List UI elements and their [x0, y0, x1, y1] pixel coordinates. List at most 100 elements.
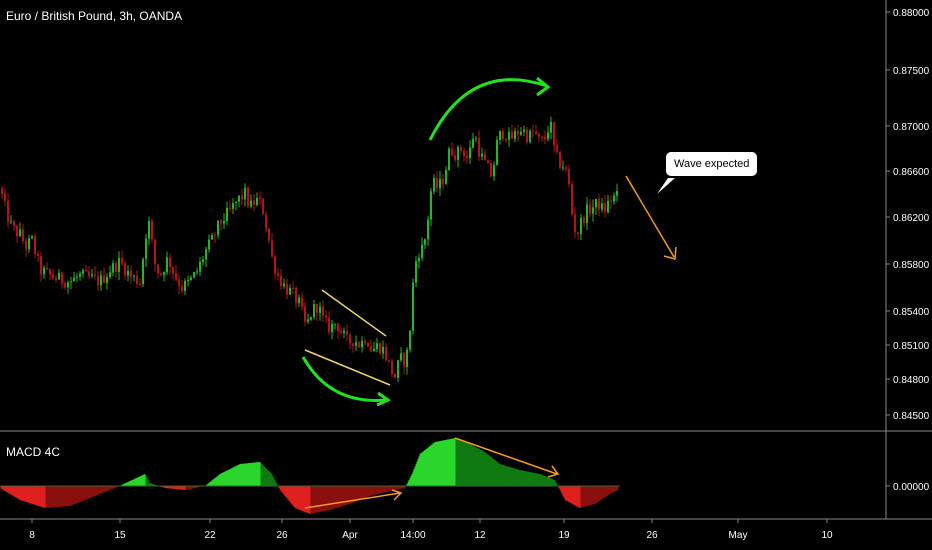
candle-body — [319, 306, 321, 314]
green-arc-top — [428, 78, 548, 141]
candle-body — [70, 281, 72, 283]
candle-body — [406, 349, 408, 367]
candle-body — [538, 133, 540, 137]
candle-body — [268, 228, 270, 241]
candle-body — [517, 131, 519, 135]
candle-body — [595, 198, 597, 208]
candle-body — [205, 249, 207, 260]
candle-body — [97, 275, 99, 286]
candle-body — [22, 229, 24, 241]
candle-body — [187, 279, 189, 281]
candle-body — [412, 282, 414, 331]
candle-body — [160, 273, 162, 276]
candle-body — [421, 244, 423, 258]
candle-body — [403, 353, 405, 367]
candle-body — [217, 220, 219, 236]
macd-arrow-down — [454, 437, 558, 475]
candle-body — [49, 269, 51, 275]
candle-body — [580, 217, 582, 234]
candle-body — [334, 323, 336, 325]
candle-body — [91, 274, 93, 276]
y-tick-label: 0.85400 — [893, 307, 930, 318]
candle-body — [388, 360, 390, 362]
candle-body — [472, 138, 474, 148]
x-tick-label: 14:00 — [400, 530, 425, 541]
candle-body — [220, 220, 222, 224]
candle-body — [190, 277, 192, 280]
candle-body — [40, 255, 42, 275]
y-tick-label: 0.84500 — [893, 411, 930, 422]
candle-body — [295, 287, 297, 303]
candle-body — [589, 204, 591, 214]
candle-body — [550, 121, 552, 133]
candle-body — [532, 130, 534, 132]
candle-body — [343, 330, 345, 334]
candle-body — [361, 340, 363, 348]
candle-body — [514, 131, 516, 139]
candle-body — [172, 267, 174, 274]
x-tick-label: 8 — [29, 530, 35, 541]
candle-body — [250, 200, 252, 207]
candle-body — [571, 184, 573, 215]
candle-body — [232, 203, 234, 209]
x-tick-label: 15 — [114, 530, 126, 541]
candle-body — [4, 193, 6, 201]
macd-arrow-up-head — [391, 489, 403, 501]
candle-body — [58, 272, 60, 280]
candle-body — [604, 203, 606, 213]
candle-body — [262, 199, 264, 215]
candle-body — [223, 221, 225, 224]
candle-body — [463, 151, 465, 157]
candle-body — [163, 272, 165, 276]
candle-body — [373, 348, 375, 352]
candle-body — [274, 256, 276, 274]
candle-body — [202, 259, 204, 263]
candle-body — [511, 131, 513, 139]
candle-body — [559, 151, 561, 168]
candle-body — [88, 271, 90, 276]
candle-body — [214, 235, 216, 237]
candle-body — [10, 221, 12, 223]
candle-body — [487, 160, 489, 164]
candle-body — [574, 214, 576, 233]
candle-body — [79, 273, 81, 277]
candle-body — [13, 221, 15, 227]
candle-body — [76, 276, 78, 278]
candle-body — [154, 239, 156, 265]
candle-body — [502, 130, 504, 139]
candle-body — [439, 178, 441, 189]
candle-body — [613, 195, 615, 202]
candle-body — [490, 163, 492, 177]
candle-body — [355, 342, 357, 346]
candle-body — [541, 136, 543, 138]
candle-body — [43, 267, 45, 275]
y-tick-label: 0.84800 — [893, 375, 930, 386]
candle-body — [124, 263, 126, 276]
candle-body — [523, 129, 525, 132]
candle-body — [454, 155, 456, 160]
candle-body — [496, 139, 498, 166]
candle-body — [565, 167, 567, 170]
candle-body — [505, 138, 507, 141]
wedge-lower-line — [304, 349, 391, 386]
candle-body — [298, 297, 300, 303]
candle-body — [283, 283, 285, 287]
candle-body — [193, 271, 195, 278]
candle-body — [103, 275, 105, 283]
candle-body — [289, 287, 291, 295]
candle-body — [448, 148, 450, 171]
wave-callout: Wave expected — [666, 152, 758, 176]
x-tick-label: May — [729, 530, 748, 541]
candle-body — [307, 319, 309, 322]
candle-body — [31, 235, 33, 239]
candle-body — [442, 178, 444, 184]
candle-body — [427, 219, 429, 240]
green-arc-bottom — [301, 356, 387, 402]
candle-body — [325, 315, 327, 318]
candle-body — [430, 191, 432, 220]
candle-body — [484, 153, 486, 161]
candle-body — [73, 277, 75, 282]
candle-body — [118, 257, 120, 272]
macd-title: MACD 4C — [6, 445, 61, 459]
